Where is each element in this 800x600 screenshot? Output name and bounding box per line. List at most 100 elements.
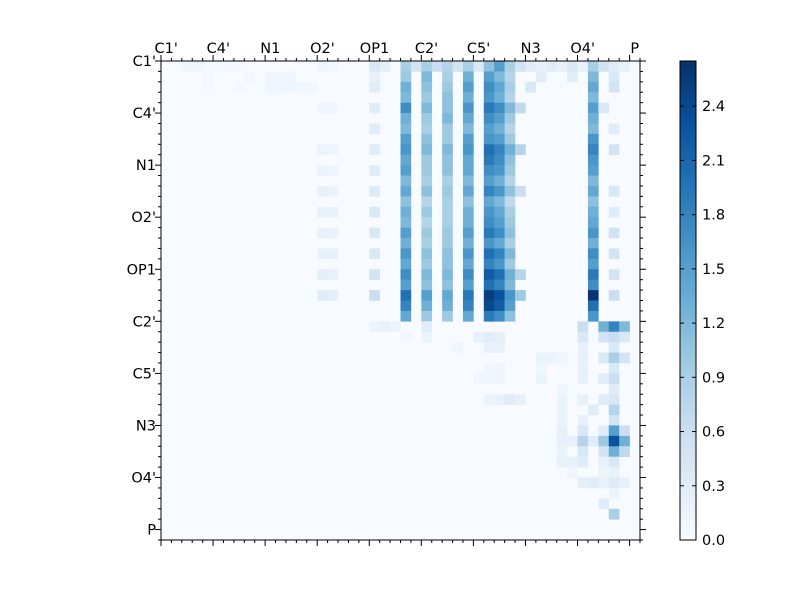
heatmap-cell bbox=[483, 185, 495, 197]
heatmap-cell bbox=[598, 477, 610, 489]
heatmap-cell bbox=[587, 435, 599, 447]
heatmap-cell bbox=[400, 269, 412, 280]
heatmap-cell bbox=[556, 383, 568, 395]
heatmap-cell bbox=[504, 196, 516, 208]
heatmap-cell bbox=[494, 113, 505, 124]
heatmap-cell bbox=[504, 290, 516, 301]
heatmap-cell bbox=[442, 269, 453, 280]
x-tick-label: N3 bbox=[521, 41, 541, 57]
heatmap-cell bbox=[400, 238, 412, 249]
heatmap-cell bbox=[442, 61, 453, 72]
heatmap-cell bbox=[556, 446, 568, 457]
heatmap-cell bbox=[567, 435, 578, 447]
heatmap-cell bbox=[462, 185, 474, 197]
heatmap-cell bbox=[400, 144, 412, 156]
heatmap-cell bbox=[379, 321, 391, 333]
heatmap-cell bbox=[494, 185, 505, 197]
heatmap-cell bbox=[369, 248, 380, 260]
heatmap-cell bbox=[587, 279, 599, 291]
heatmap-cell bbox=[504, 238, 516, 249]
heatmap-cell bbox=[608, 508, 620, 520]
heatmap-cell bbox=[587, 165, 599, 176]
heatmap-cell bbox=[421, 248, 433, 260]
heatmap-cell bbox=[390, 321, 401, 333]
heatmap-cell bbox=[535, 362, 547, 374]
heatmap-cell bbox=[421, 238, 433, 249]
heatmap-cell bbox=[202, 81, 214, 93]
heatmap-cell bbox=[504, 71, 516, 83]
heatmap-cell bbox=[400, 92, 412, 103]
heatmap-cell bbox=[494, 196, 505, 208]
heatmap-cell bbox=[608, 383, 620, 395]
heatmap-cell bbox=[462, 165, 474, 176]
heatmap-cell bbox=[587, 133, 599, 145]
heatmap-cell bbox=[587, 238, 599, 249]
heatmap-cell bbox=[421, 300, 433, 312]
heatmap-cell bbox=[473, 331, 485, 343]
heatmap-cell bbox=[400, 175, 412, 187]
heatmap-cell bbox=[494, 175, 505, 187]
y-tick-label: C5' bbox=[133, 366, 156, 382]
heatmap-cell bbox=[317, 206, 328, 218]
heatmap-cell bbox=[587, 175, 599, 187]
heatmap-cell bbox=[494, 342, 505, 353]
heatmap-cell bbox=[483, 300, 495, 312]
heatmap-cell bbox=[587, 154, 599, 166]
heatmap-cell bbox=[369, 102, 380, 114]
heatmap-cell bbox=[400, 123, 412, 135]
heatmap-cell bbox=[587, 258, 599, 270]
heatmap-cell bbox=[577, 373, 589, 385]
heatmap-cell bbox=[442, 133, 453, 145]
heatmap-cell bbox=[587, 248, 599, 260]
colorbar-tick-label: 0.6 bbox=[702, 425, 725, 441]
heatmap-cell bbox=[483, 238, 495, 249]
heatmap-cell bbox=[598, 425, 610, 437]
heatmap-cell bbox=[535, 71, 547, 83]
heatmap-cell bbox=[327, 61, 339, 72]
heatmap-cell bbox=[317, 144, 328, 156]
heatmap-cell bbox=[483, 248, 495, 260]
heatmap-cell bbox=[504, 92, 516, 103]
plot-frame bbox=[160, 60, 641, 541]
heatmap-cell bbox=[421, 71, 433, 83]
heatmap-cell bbox=[504, 258, 516, 270]
heatmap-cell bbox=[265, 81, 276, 93]
heatmap-cell bbox=[577, 321, 589, 333]
heatmap-cell bbox=[504, 300, 516, 312]
heatmap-cell bbox=[317, 61, 328, 72]
heatmap-cell bbox=[504, 154, 516, 166]
heatmap-cell bbox=[608, 321, 620, 333]
heatmap-cell bbox=[483, 81, 495, 93]
heatmap-cell bbox=[462, 290, 474, 301]
heatmap-cell bbox=[275, 81, 287, 93]
heatmap-cell bbox=[400, 310, 412, 322]
heatmap-cell bbox=[442, 279, 453, 291]
heatmap-cell bbox=[442, 154, 453, 166]
heatmap-cell bbox=[421, 206, 433, 218]
heatmap-cell bbox=[483, 165, 495, 176]
heatmap-cell bbox=[421, 269, 433, 280]
heatmap-cell bbox=[577, 435, 589, 447]
heatmap-cell bbox=[608, 415, 620, 426]
colorbar-tick-label: 1.5 bbox=[702, 262, 725, 278]
heatmap-cell bbox=[577, 342, 589, 353]
heatmap-cell bbox=[587, 217, 599, 228]
heatmap-cell bbox=[369, 81, 380, 93]
heatmap-cell bbox=[317, 102, 328, 114]
colorbar-tick-label: 1.2 bbox=[702, 316, 725, 332]
heatmap-cell bbox=[442, 113, 453, 124]
heatmap-cell bbox=[462, 227, 474, 239]
heatmap-cell bbox=[421, 92, 433, 103]
heatmap-cell bbox=[400, 258, 412, 270]
heatmap-cell bbox=[462, 102, 474, 114]
heatmap-cell bbox=[587, 196, 599, 208]
heatmap-cell bbox=[494, 154, 505, 166]
heatmap-cell bbox=[421, 185, 433, 197]
heatmap-cell bbox=[379, 61, 391, 72]
heatmap-cell bbox=[483, 71, 495, 83]
heatmap-cell bbox=[369, 165, 380, 176]
heatmap-cell bbox=[369, 206, 380, 218]
heatmap-cell bbox=[608, 331, 620, 343]
heatmap-cell bbox=[327, 206, 339, 218]
heatmap-cell bbox=[608, 487, 620, 499]
